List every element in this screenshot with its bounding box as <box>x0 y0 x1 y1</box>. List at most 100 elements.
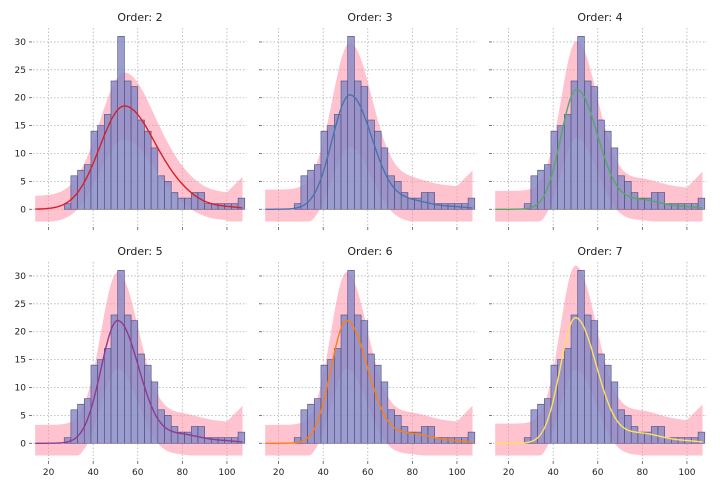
y-tick-label: 10 <box>15 149 27 159</box>
histogram-bar <box>427 192 435 210</box>
histogram-bar <box>597 119 605 210</box>
histogram-bar <box>237 431 246 444</box>
histogram-bar <box>617 409 625 444</box>
histogram-bar <box>697 431 706 444</box>
histogram-bar <box>564 348 572 444</box>
histogram-bar <box>467 431 476 444</box>
histogram-bar <box>637 431 645 444</box>
histogram-bar <box>604 130 612 210</box>
histogram-bar <box>347 270 355 444</box>
histogram-bar <box>367 353 375 444</box>
panel-title: Order: 5 <box>117 245 162 258</box>
y-tick-label: 30 <box>15 38 27 48</box>
histogram-bar <box>137 119 145 210</box>
histogram-bar <box>334 348 342 444</box>
histogram-bar <box>354 314 362 444</box>
fit-curve <box>265 319 473 444</box>
histogram-bar <box>630 426 639 444</box>
histogram-bar <box>307 169 315 210</box>
histogram-bar <box>83 398 92 444</box>
histogram-bar <box>590 86 599 210</box>
x-tick-label: 20 <box>273 468 285 478</box>
histogram-bar <box>90 130 98 210</box>
histogram-bar <box>164 181 172 210</box>
histogram-bar <box>70 175 78 210</box>
x-tick-label: 40 <box>317 468 329 478</box>
histogram-bar <box>597 353 605 444</box>
histogram-bar <box>394 181 402 210</box>
x-tick-label: 60 <box>362 468 374 478</box>
histogram-bar <box>657 192 665 210</box>
x-tick-label: 80 <box>407 468 419 478</box>
histogram-bar <box>197 426 205 444</box>
histogram-bar <box>150 147 159 210</box>
histogram-bar <box>570 80 579 210</box>
y-tick-label: 10 <box>15 383 27 393</box>
histogram-bar <box>320 364 328 444</box>
y-tick-label: 20 <box>15 328 27 338</box>
histogram-bar <box>104 348 112 444</box>
histogram-bar <box>77 169 85 210</box>
histogram-bar <box>237 197 246 210</box>
x-tick-label: 40 <box>87 468 99 478</box>
panel-title: Order: 3 <box>347 11 392 24</box>
histogram-bar <box>630 192 639 210</box>
x-tick-label: 80 <box>177 468 189 478</box>
y-tick-label: 5 <box>20 177 26 187</box>
histogram-bar <box>380 147 389 210</box>
histogram-bar <box>590 320 599 444</box>
histogram-bar <box>204 203 212 210</box>
y-tick-label: 25 <box>15 300 26 310</box>
histogram-bar <box>697 197 706 210</box>
x-tick-label: 60 <box>132 468 144 478</box>
histogram-bar <box>117 270 125 444</box>
x-tick-label: 20 <box>43 468 55 478</box>
y-tick-label: 25 <box>15 66 26 76</box>
histogram-bar <box>117 36 125 210</box>
panel-4: Order: 5 0 5 10 15 20 25 30 20 40 60 80 100 <box>15 245 247 478</box>
fit-curve <box>35 105 243 210</box>
y-tick-label: 30 <box>15 272 27 282</box>
histogram-bar <box>77 403 85 444</box>
histogram-bar <box>657 426 665 444</box>
histogram-bar <box>184 197 192 210</box>
histogram-bar <box>110 314 119 444</box>
panel-1: Order: 2 0 5 10 15 20 25 30 <box>15 11 247 230</box>
panel-2: Order: 3 <box>259 11 477 230</box>
histogram-bar <box>170 426 179 444</box>
y-tick-label: 5 <box>20 411 26 421</box>
x-tick-label: 20 <box>503 468 515 478</box>
histogram-bar <box>177 197 185 210</box>
panel-6: Order: 7 20 40 60 80 100 <box>489 245 707 478</box>
histogram-bar <box>170 192 179 210</box>
histogram-bar <box>144 130 152 210</box>
histogram-bar <box>340 314 349 444</box>
histogram-bar <box>467 197 476 210</box>
fit-curve <box>35 319 243 444</box>
histogram-bar <box>400 426 409 444</box>
histogram-bar <box>577 270 585 444</box>
histogram-bar <box>97 359 105 444</box>
x-tick-label: 100 <box>218 468 235 478</box>
y-tick-label: 15 <box>15 122 26 132</box>
histogram-bar <box>360 86 369 210</box>
histogram-bar <box>380 381 389 444</box>
histogram-bar <box>354 80 362 210</box>
histogram-bar <box>130 320 139 444</box>
histogram-bar <box>427 426 435 444</box>
histogram-bar <box>604 364 612 444</box>
panel-5: Order: 6 20 40 60 80 100 <box>259 245 477 478</box>
panel-title: Order: 4 <box>577 11 622 24</box>
histogram-bar <box>577 36 585 210</box>
fit-curve <box>495 316 703 444</box>
panel-title: Order: 6 <box>347 245 392 258</box>
y-tick-label: 0 <box>20 205 26 215</box>
y-tick-label: 0 <box>20 439 26 449</box>
histogram-bar <box>374 130 382 210</box>
x-tick-label: 100 <box>448 468 465 478</box>
histogram-bar <box>63 203 72 210</box>
histogram-bar <box>564 114 572 210</box>
histogram-bar <box>327 125 335 210</box>
y-tick-label: 20 <box>15 94 27 104</box>
x-tick-label: 80 <box>637 468 649 478</box>
